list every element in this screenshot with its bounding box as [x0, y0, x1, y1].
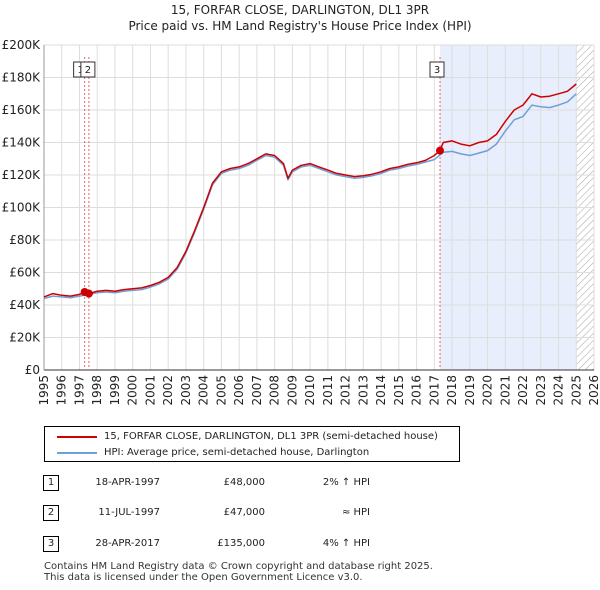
x-tick-label: 2019 [463, 375, 477, 406]
x-tick-label: 2013 [356, 375, 370, 406]
legend-label-hpi: HPI: Average price, semi-detached house,… [104, 447, 370, 458]
x-tick-label: 2005 [214, 375, 228, 406]
y-tick-label: £160K [2, 103, 42, 117]
transaction-price: £48,000 [223, 477, 265, 488]
y-tick-label: £140K [2, 136, 42, 150]
x-tick-label: 2003 [179, 375, 193, 406]
x-tick-label: 2008 [268, 375, 282, 406]
y-tick-label: £100K [2, 201, 42, 215]
x-tick-label: 2026 [587, 375, 600, 406]
y-tick-label: £80K [9, 233, 41, 247]
transaction-number: 1 [43, 475, 59, 491]
transaction-hpi-diff: 2% ↑ HPI [322, 477, 370, 488]
chart-legend: 15, FORFAR CLOSE, DARLINGTON, DL1 3PR (s… [44, 426, 460, 462]
x-tick-label: 2023 [534, 375, 548, 406]
sale-point [436, 146, 444, 155]
transaction-number: 3 [43, 536, 59, 552]
y-tick-label: £120K [2, 168, 42, 182]
hpi-series-line [43, 93, 577, 300]
x-tick-label: 2001 [143, 375, 157, 406]
footer-license: This data is licensed under the Open Gov… [44, 572, 363, 583]
transaction-price: £135,000 [217, 538, 265, 549]
transaction-number: 2 [43, 505, 59, 521]
transaction-date: 18-APR-1997 [95, 477, 160, 488]
x-tick-label: 1996 [55, 375, 69, 406]
x-tick-label: 2010 [303, 375, 317, 406]
transaction-date: 28-APR-2017 [95, 538, 160, 549]
x-tick-label: 1999 [108, 375, 122, 406]
chart-title: 15, FORFAR CLOSE, DARLINGTON, DL1 3PR [170, 3, 430, 17]
y-tick-label: £180K [2, 71, 42, 85]
x-tick-label: 1997 [72, 375, 86, 406]
x-tick-label: 2025 [569, 375, 583, 406]
x-tick-label: 2009 [285, 375, 299, 406]
x-tick-label: 2000 [126, 375, 140, 406]
legend-swatch-property [57, 436, 97, 438]
sale-point [84, 289, 93, 298]
x-tick-label: 2012 [339, 375, 353, 406]
x-tick-label: 2014 [374, 375, 388, 406]
transaction-hpi-diff: ≈ HPI [341, 507, 370, 518]
sale-number-label: 3 [434, 65, 440, 76]
y-tick-label: £60K [9, 266, 41, 280]
x-tick-label: 2020 [481, 375, 495, 406]
x-tick-label: 1998 [90, 375, 104, 406]
transaction-date: 11-JUL-1997 [98, 507, 160, 518]
x-tick-label: 2021 [498, 375, 512, 406]
x-tick-label: 2007 [250, 375, 264, 406]
sale-number-box [429, 61, 445, 78]
legend-label-property: 15, FORFAR CLOSE, DARLINGTON, DL1 3PR (s… [104, 431, 438, 442]
y-tick-label: £40K [9, 298, 41, 312]
y-tick-label: £20K [9, 331, 41, 345]
property-series-line [43, 83, 577, 298]
transaction-price: £47,000 [223, 507, 265, 518]
transaction-row: 3 28-APR-2017 £135,000 4% ↑ HPI [0, 534, 600, 556]
x-tick-label: 2018 [445, 375, 459, 406]
transaction-row: 1 18-APR-1997 £48,000 2% ↑ HPI [0, 473, 600, 495]
y-tick-label: £200K [2, 38, 42, 52]
x-tick-label: 2016 [410, 375, 424, 406]
x-tick-label: 2024 [552, 375, 566, 406]
legend-swatch-hpi [57, 452, 97, 454]
x-tick-label: 2011 [321, 375, 335, 406]
chart-subtitle: Price paid vs. HM Land Registry's House … [128, 19, 472, 33]
price-chart: £0 £20K £40K £60K £80K £100K £120K £140K £160K £1… [2, 38, 600, 406]
x-tick-label: 2002 [161, 375, 175, 406]
footer: Contains HM Land Registry data © Crown c… [44, 561, 433, 583]
x-tick-label: 2004 [197, 375, 211, 406]
y-tick-label: £0 [25, 363, 40, 377]
sale-number-label: 2 [85, 65, 91, 76]
sale-number-box [80, 61, 96, 78]
x-tick-label: 2015 [392, 375, 406, 406]
x-tick-label: 2006 [232, 375, 246, 406]
footer-copyright: Contains HM Land Registry data © Crown c… [44, 561, 433, 572]
x-tick-label: 2022 [516, 375, 530, 406]
x-tick-label: 1995 [37, 375, 51, 406]
x-tick-label: 2017 [427, 375, 441, 406]
transaction-hpi-diff: 4% ↑ HPI [322, 538, 370, 549]
transaction-row: 2 11-JUL-1997 £47,000 ≈ HPI [0, 503, 600, 525]
